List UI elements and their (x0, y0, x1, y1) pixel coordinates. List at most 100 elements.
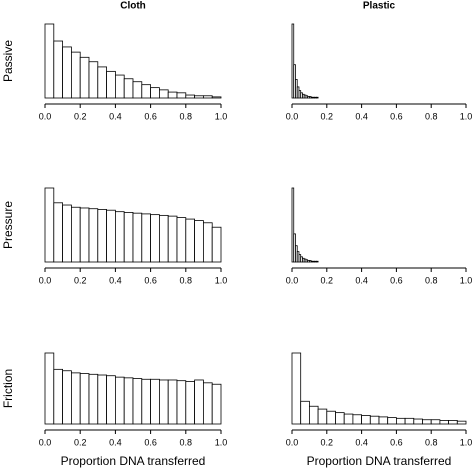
histogram-bar (141, 84, 152, 99)
histogram-bar (308, 405, 319, 425)
row-label: Passive (1, 40, 15, 82)
histogram-bar (123, 212, 134, 263)
histogram-bar (315, 260, 319, 263)
x-tick-label: 0.0 (39, 275, 52, 285)
histogram-bar (361, 415, 371, 425)
histogram-bar (53, 368, 63, 425)
x-tick-label: 0.6 (144, 275, 157, 285)
histogram-bar (150, 87, 160, 99)
x-axis-label: Proportion DNA transferred (307, 454, 452, 468)
histogram-bar (79, 207, 90, 263)
histogram-bar (343, 413, 354, 425)
histogram-bar (335, 412, 345, 425)
histogram-bar (404, 417, 415, 425)
histogram-bar (211, 96, 222, 99)
histogram-bar (448, 420, 458, 425)
histogram-bar (315, 96, 319, 99)
x-tick-label: 0.2 (321, 437, 334, 447)
histogram-bar (387, 417, 397, 425)
x-tick-label: 0.4 (109, 111, 122, 121)
histogram-bar (106, 70, 116, 99)
histogram-bar (106, 209, 116, 263)
histogram-bar (317, 408, 328, 425)
histogram-bar (132, 212, 143, 263)
x-tick-label: 1.0 (215, 111, 228, 121)
x-tick-label: 0.2 (321, 275, 334, 285)
x-tick-label: 0.2 (74, 111, 87, 121)
histogram-bar (150, 214, 160, 263)
histogram-bar (378, 416, 389, 425)
histogram-bar (79, 56, 90, 99)
x-tick-label: 1.0 (460, 437, 473, 447)
histogram-bar (291, 187, 295, 263)
histogram-bar (176, 92, 187, 99)
histogram-bar (211, 383, 222, 425)
row-label: Pressure (1, 201, 15, 249)
x-tick-label: 0.0 (286, 437, 299, 447)
x-tick-label: 0.0 (39, 111, 52, 121)
column-title: Cloth (120, 1, 146, 12)
histogram-bar (123, 78, 134, 99)
histogram-bar (202, 382, 213, 425)
histogram-bar (167, 91, 178, 99)
x-tick-label: 0.0 (39, 437, 52, 447)
x-tick-label: 0.6 (144, 111, 157, 121)
histogram-bar (71, 51, 81, 99)
histogram-bar (115, 376, 125, 425)
histogram-bar (115, 211, 125, 263)
x-tick-label: 0.4 (355, 437, 368, 447)
x-tick-label: 1.0 (460, 275, 473, 285)
histogram-bar (132, 81, 143, 99)
x-tick-label: 0.6 (144, 437, 157, 447)
histogram-bar (422, 419, 432, 425)
x-tick-label: 0.0 (286, 275, 299, 285)
histogram-bar (97, 66, 108, 99)
histogram-bar (97, 209, 108, 263)
histogram-bar (53, 202, 63, 263)
histogram-bar (185, 380, 196, 425)
histogram-bar (71, 372, 81, 425)
histogram-bar (62, 204, 72, 263)
histogram-bar (185, 218, 196, 263)
histogram-bar (88, 373, 99, 425)
histogram-bar (369, 415, 380, 425)
x-tick-label: 0.2 (74, 437, 87, 447)
histogram-bar (62, 46, 72, 99)
histogram-bar (150, 378, 160, 425)
histogram-bar (194, 379, 204, 425)
histogram-bar (326, 410, 336, 425)
histogram-bar (300, 400, 310, 425)
x-axis-label: Proportion DNA transferred (61, 454, 206, 468)
x-tick-label: 0.6 (390, 437, 403, 447)
column-title: Plastic (363, 1, 396, 12)
x-tick-label: 0.2 (321, 111, 334, 121)
histogram-bar (97, 374, 108, 425)
x-tick-label: 0.8 (425, 111, 438, 121)
histogram-bar (185, 94, 196, 99)
histogram-bar (194, 220, 204, 263)
x-tick-label: 0.4 (355, 111, 368, 121)
histogram-bar (395, 417, 406, 425)
x-tick-label: 0.6 (390, 111, 403, 121)
x-tick-label: 0.4 (109, 275, 122, 285)
x-tick-label: 0.4 (109, 437, 122, 447)
histogram-bar (44, 23, 55, 99)
histogram-bar (158, 379, 169, 425)
histogram-bar (132, 378, 143, 425)
histogram-bar (158, 89, 169, 99)
histogram-bar (202, 95, 213, 99)
histogram-bar (167, 215, 178, 263)
x-tick-label: 1.0 (215, 437, 228, 447)
x-tick-label: 1.0 (460, 111, 473, 121)
histogram-bar (44, 187, 55, 263)
x-tick-label: 0.8 (425, 275, 438, 285)
histogram-bar (291, 352, 302, 425)
histogram-bar (53, 40, 63, 99)
histogram-bar (167, 379, 178, 425)
histogram-bar (88, 61, 99, 99)
histogram-bar (176, 380, 187, 425)
histogram-bar (202, 222, 213, 263)
histogram-bar (62, 370, 72, 425)
histogram-bar (439, 420, 449, 425)
histogram-bar (291, 23, 295, 99)
